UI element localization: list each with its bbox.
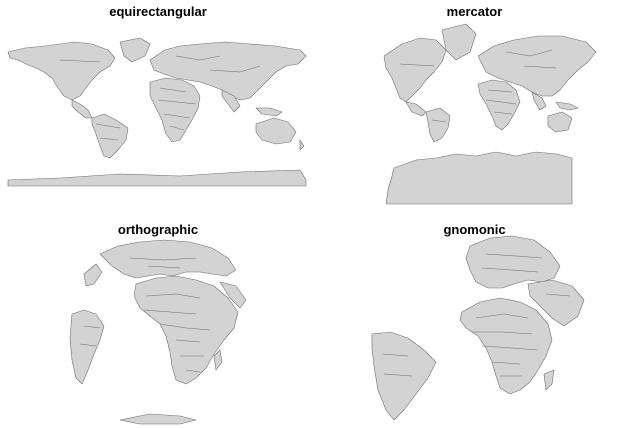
landmass-europe: [99, 239, 237, 279]
landmass-south-america: [425, 107, 451, 143]
landmass-greenland: [441, 23, 477, 61]
map-panel-gnomonic: gnomonic: [316, 214, 633, 428]
landmass-new-zealand: [299, 139, 305, 151]
landmass-australia: [547, 111, 573, 133]
landmass-arabia: [527, 279, 585, 327]
mercator-map: [383, 23, 597, 205]
landmass-antarctica: [385, 151, 573, 205]
landmass-antarctica: [119, 413, 197, 425]
orthographic-map: [69, 239, 247, 425]
panel-title: equirectangular: [109, 4, 207, 19]
landmass-australia: [255, 117, 297, 145]
landmass-africa: [477, 79, 521, 131]
landmass-central-america: [71, 99, 93, 119]
landmass-india: [221, 89, 241, 113]
map-panel-mercator: mercator: [316, 0, 633, 214]
panel-title: mercator: [446, 4, 503, 19]
equirectangular-map: [7, 37, 307, 187]
landmass-north-america: [7, 41, 116, 101]
landmass-greenland: [119, 37, 151, 63]
map-panel-equirectangular: equirectangular: [0, 0, 316, 214]
landmass-africa: [133, 275, 239, 385]
landmass-madagascar: [543, 369, 555, 391]
landmass-indonesia: [255, 107, 283, 117]
landmass-south-america: [371, 331, 437, 421]
landmass-africa: [459, 297, 553, 395]
landmass-india: [531, 91, 547, 111]
gnomonic-map: [371, 235, 585, 421]
landmass-north-limb: [83, 263, 103, 287]
landmass-central-america: [405, 101, 427, 117]
landmass-north-america: [383, 37, 447, 103]
landmass-europe: [465, 235, 561, 289]
landmass-eurasia: [477, 35, 597, 97]
landmass-south-america: [69, 309, 105, 385]
landmass-madagascar: [213, 349, 223, 371]
landmass-arabia: [219, 281, 247, 309]
landmass-indonesia: [555, 101, 579, 111]
landmass-antarctica: [7, 169, 307, 187]
landmass-africa: [149, 77, 201, 143]
map-panel-orthographic: orthographic: [0, 214, 316, 428]
panel-title: gnomonic: [443, 222, 506, 237]
landmass-south-america: [91, 113, 129, 159]
panel-title: orthographic: [117, 222, 199, 237]
